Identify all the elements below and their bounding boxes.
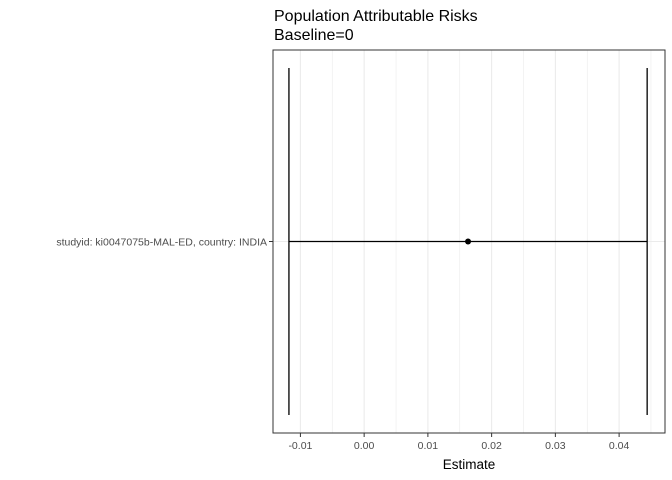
plot-marks bbox=[288, 68, 648, 415]
axes: -0.01 0.00 0.01 0.02 0.03 0.04 studyid: ki0047… bbox=[56, 237, 629, 453]
x-tick-label: 0.02 bbox=[481, 440, 502, 452]
estimate-point bbox=[465, 238, 472, 245]
x-tick-label: 0.04 bbox=[609, 440, 630, 452]
x-tick-label: 0.03 bbox=[545, 440, 566, 452]
x-axis-title: Estimate bbox=[443, 457, 496, 472]
x-tick-label: 0.01 bbox=[418, 440, 439, 452]
x-tick-label: 0.00 bbox=[354, 440, 375, 452]
y-tick-label: studyid: ki0047075b-MAL-ED, country: IND… bbox=[56, 237, 267, 249]
chart-title: Population Attributable Risks bbox=[274, 8, 478, 25]
x-tick-label: -0.01 bbox=[288, 440, 312, 452]
chart-subtitle: Baseline=0 bbox=[274, 27, 354, 44]
